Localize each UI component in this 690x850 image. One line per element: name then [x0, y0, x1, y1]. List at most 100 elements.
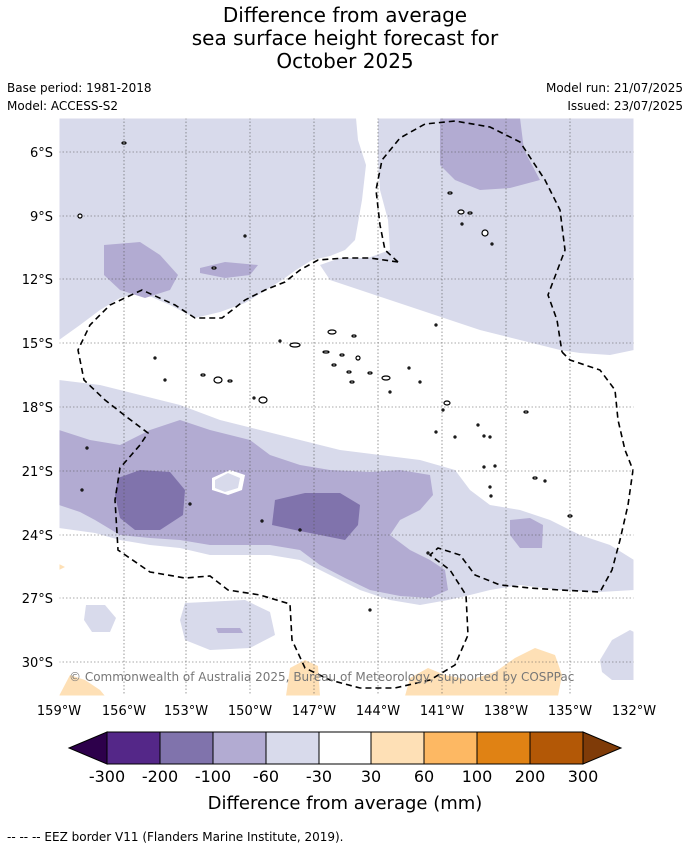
- lat-label: 18°S: [22, 401, 53, 416]
- contour-southwest-patch: [84, 605, 116, 632]
- title-line-2: sea surface height forecast for: [191, 26, 499, 50]
- island: [523, 410, 529, 414]
- island: [322, 350, 330, 354]
- anomaly-band-medium: [59, 118, 543, 633]
- map-gridlines: [59, 118, 634, 696]
- map-plot-area: © Commonwealth of Australia 2025, Bureau…: [59, 118, 634, 696]
- island: [482, 434, 486, 438]
- chart-title: Difference from average sea surface heig…: [0, 4, 690, 73]
- eez-border-main: [77, 257, 634, 689]
- lon-label: 138°W: [484, 704, 528, 719]
- island: [489, 494, 493, 498]
- island: [331, 363, 337, 367]
- lat-label: 30°S: [22, 656, 53, 671]
- island: [260, 519, 264, 523]
- contour-center-medium: [200, 262, 258, 278]
- base-period: Base period: 1981-2018: [7, 81, 152, 95]
- contour-pos-east: [405, 648, 562, 696]
- map-credit: © Commonwealth of Australia 2025, Bureau…: [69, 670, 574, 684]
- eez-border-kiribati: [375, 120, 566, 353]
- island: [481, 229, 489, 237]
- island: [200, 373, 206, 377]
- island: [476, 423, 480, 427]
- island: [213, 376, 223, 384]
- island: [388, 390, 392, 394]
- contour-pos-southwest: [59, 675, 105, 696]
- lat-axis-labels: 6°S 9°S 12°S 15°S 18°S 21°S 24°S 27°S 30…: [22, 146, 53, 671]
- colorbar-tick: -200: [142, 767, 178, 786]
- contour-south-patch: [180, 600, 275, 650]
- contour-west-medium: [104, 242, 178, 298]
- model-name: Model: ACCESS-S2: [7, 99, 119, 113]
- island: [368, 608, 372, 612]
- contour-dark-west: [115, 470, 185, 530]
- island: [567, 514, 573, 518]
- island: [339, 353, 345, 357]
- island: [426, 551, 430, 555]
- lon-label: 147°W: [292, 704, 336, 719]
- lat-label: 9°S: [30, 210, 53, 225]
- island: [346, 370, 352, 374]
- island: [482, 465, 486, 469]
- map-frame: [58, 117, 635, 697]
- colorbar-ticks: -300 -200 -100 -60 -30 30 60 100 200 300: [89, 767, 598, 786]
- island: [80, 488, 84, 492]
- island: [349, 380, 355, 384]
- island: [367, 371, 373, 375]
- island: [85, 446, 89, 450]
- colorbar-segment: [106, 731, 161, 765]
- island: [493, 464, 497, 468]
- island: [243, 234, 247, 238]
- contour-white-hole-2: [215, 473, 240, 492]
- lon-axis-labels: 159°W 156°W 153°W 150°W 147°W 144°W 141°…: [37, 704, 656, 719]
- colorbar-tick: -100: [195, 767, 231, 786]
- colorbar-segment: [529, 731, 584, 765]
- island: [278, 339, 282, 343]
- island: [457, 209, 465, 215]
- colorbar-segment: [159, 731, 214, 765]
- lat-label: 15°S: [22, 337, 53, 352]
- model-run: Model run: 21/07/2025: [545, 81, 683, 95]
- island: [327, 329, 337, 335]
- colorbar-segment: [318, 731, 372, 765]
- colorbar-tick: -30: [306, 767, 332, 786]
- island: [447, 191, 453, 195]
- island: [211, 266, 217, 270]
- meta-left: Base period: 1981-2018 Model: ACCESS-S2: [7, 79, 152, 115]
- island: [460, 222, 464, 226]
- island: [441, 408, 445, 412]
- island: [351, 334, 357, 338]
- island: [488, 435, 492, 439]
- colorbar-tick: -60: [253, 767, 279, 786]
- colorbar: [67, 731, 623, 765]
- anomaly-band-dark: [115, 470, 360, 540]
- colorbar-tick: 60: [414, 767, 434, 786]
- lon-label: 135°W: [548, 704, 592, 719]
- island: [227, 379, 233, 383]
- island: [543, 479, 547, 483]
- contour-south-small: [216, 628, 243, 633]
- eez-footnote: -- -- -- EEZ border V11 (Flanders Marine…: [7, 830, 344, 844]
- colorbar-tick: -300: [89, 767, 125, 786]
- island: [153, 356, 157, 360]
- contour-south-medium: [59, 420, 448, 598]
- island: [488, 485, 492, 489]
- contour-northeast-medium: [440, 118, 540, 190]
- colorbar-segment: [476, 731, 531, 765]
- lat-label: 27°S: [22, 592, 53, 607]
- island: [77, 213, 83, 219]
- anomaly-band-positive: [59, 564, 562, 696]
- island: [121, 141, 127, 145]
- colorbar-label: Difference from average (mm): [207, 793, 483, 814]
- island: [467, 211, 473, 215]
- colorbar-tick: 200: [515, 767, 546, 786]
- island: [443, 400, 451, 406]
- issued-date: Issued: 23/07/2025: [567, 99, 683, 113]
- colorbar-below-arrow: [67, 731, 108, 765]
- lat-label: 12°S: [22, 273, 53, 288]
- island: [453, 435, 457, 439]
- colorbar-tick: 300: [568, 767, 599, 786]
- lon-label: 156°W: [102, 704, 146, 719]
- island: [532, 476, 538, 480]
